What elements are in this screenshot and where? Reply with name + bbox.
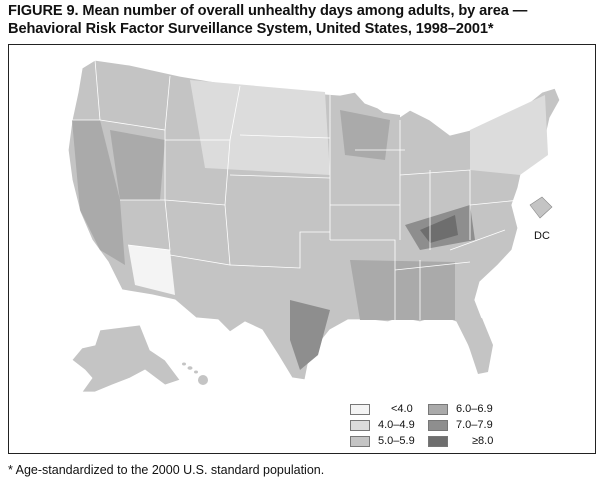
footnote: * Age-standardized to the 2000 U.S. stan… [8, 463, 325, 477]
legend-swatch-ge8 [428, 436, 448, 447]
legend-swatch-7-79 [428, 420, 448, 431]
legend-swatch-lt4 [350, 404, 370, 415]
alaska-shape [71, 324, 181, 393]
legend-swatch-4-49 [350, 420, 370, 431]
region-pacific-coast [72, 120, 125, 265]
region-kentucky-core [420, 215, 458, 243]
legend-swatch-5-59 [350, 436, 370, 447]
region-arizona-low [128, 245, 175, 295]
dc-inset-shape [529, 196, 553, 219]
region-northeast [470, 95, 548, 175]
legend-label-7-79: 7.0–7.9 [456, 419, 493, 431]
map-legend: <4.0 4.0–4.9 5.0–5.9 6.0–6.9 7.0–7.9 ≥8.… [350, 402, 510, 448]
legend-label-4-49: 4.0–4.9 [378, 419, 415, 431]
figure-title-line1: FIGURE 9. Mean number of overall unhealt… [8, 3, 528, 19]
legend-label-ge8: ≥8.0 [472, 435, 494, 447]
legend-label-lt4: <4.0 [391, 403, 413, 415]
region-east-texas [290, 300, 330, 370]
figure-title: FIGURE 9. Mean number of overall unhealt… [8, 2, 600, 38]
figure-title-line2: Behavioral Risk Factor Surveillance Syst… [8, 21, 494, 37]
legend-label-6-69: 6.0–6.9 [456, 403, 493, 415]
region-deep-south [350, 260, 455, 320]
region-upper-midwest [340, 110, 390, 160]
legend-swatch-6-69 [428, 404, 448, 415]
hawaii-islands [182, 362, 208, 385]
region-great-basin [110, 130, 165, 200]
region-northern-plains [190, 80, 330, 175]
dc-label: DC [534, 230, 550, 242]
state-borders [72, 59, 521, 320]
region-florida [460, 318, 493, 374]
legend-label-5-59: 5.0–5.9 [378, 435, 415, 447]
